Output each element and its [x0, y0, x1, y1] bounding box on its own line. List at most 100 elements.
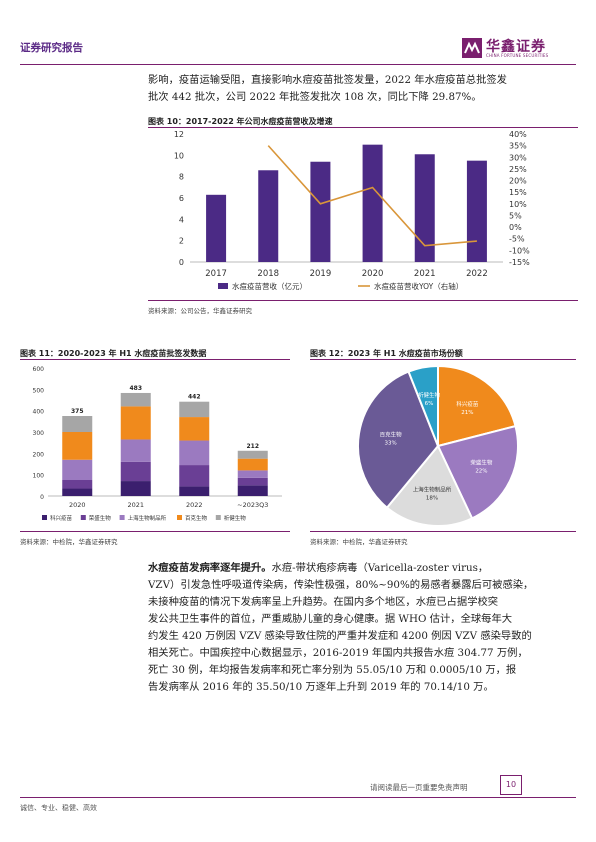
- yoy-line: [267, 145, 477, 247]
- y-tick-label: 10: [174, 151, 184, 160]
- legend-label: 百克生物: [185, 514, 208, 522]
- stack-segment: [179, 486, 210, 496]
- stack-segment: [120, 392, 151, 407]
- slice-value-label: 6%: [425, 401, 434, 407]
- bar-total-label: 483: [129, 385, 142, 392]
- stack-segment: [179, 401, 210, 418]
- fig11-top-rule: [20, 359, 290, 360]
- y-tick-label: 300: [33, 430, 45, 437]
- body-line-5: 约发生 420 万例因 VZV 感染导致住院的严重并发症和 4200 例因 VZ…: [148, 630, 532, 642]
- header-divider: [20, 64, 576, 65]
- y2-tick-label: -10%: [509, 246, 530, 255]
- y2-tick-label: 35%: [509, 142, 527, 151]
- stack-segment: [237, 485, 268, 496]
- y2-tick-label: 15%: [509, 188, 527, 197]
- stack-segment: [120, 461, 151, 482]
- header-title: 证券研究报告: [20, 42, 83, 54]
- fig11-source: 资料来源：中检院，华鑫证券研究: [20, 538, 118, 546]
- y2-tick-label: 25%: [509, 165, 527, 174]
- bar-total-label: 375: [71, 408, 84, 415]
- legend-swatch: [119, 515, 125, 520]
- legend-bar-swatch: [218, 283, 228, 289]
- body-lead: 水痘疫苗发病率逐年提升。: [148, 562, 272, 574]
- fig12-source: 资料来源：中检院，华鑫证券研究: [310, 538, 408, 546]
- stack-segment: [120, 406, 151, 440]
- footer-disclaimer: 请阅读最后一页重要免责声明: [370, 783, 468, 792]
- stack-segment: [120, 439, 151, 462]
- y2-tick-label: 40%: [509, 130, 527, 139]
- x-tick-label: 2018: [257, 269, 279, 279]
- y-tick-label: 100: [33, 473, 45, 480]
- y2-tick-label: -15%: [509, 258, 530, 267]
- revenue-bar: [362, 144, 383, 262]
- y-tick-label: 500: [33, 387, 45, 394]
- fig10-source: 资料来源：公司公告，华鑫证券研究: [148, 307, 252, 315]
- legend-label: 荣盛生物: [89, 514, 112, 522]
- body-line-1: 水痘疫苗发病率逐年提升。水痘-带状疱疹病毒（Varicella-zoster v…: [148, 560, 578, 577]
- y-tick-label: 8: [179, 173, 184, 182]
- pie-slice: [407, 364, 439, 447]
- revenue-bar: [310, 161, 331, 262]
- x-tick-label: 2017: [205, 269, 227, 279]
- y-tick-label: 200: [33, 451, 45, 458]
- slice-name-label: 荣盛生物: [470, 458, 493, 466]
- slice-name-label: 上海生物制品所: [413, 486, 452, 494]
- x-tick-label: 2019: [310, 269, 332, 279]
- logo-icon: [462, 38, 482, 58]
- body-line-3: 未接种疫苗的情况下发病率呈上升趋势。在国内多个地区，水痘已占据学校突: [148, 596, 499, 608]
- legend-swatch: [177, 515, 182, 520]
- stack-segment: [237, 450, 268, 459]
- x-tick-label: 2021: [414, 269, 436, 279]
- footer-divider: [20, 797, 576, 798]
- y-tick-label: 0: [179, 258, 184, 267]
- stack-segment: [62, 480, 93, 489]
- stack-segment: [237, 470, 268, 478]
- slice-name-label: 百克生物: [380, 430, 403, 438]
- slice-value-label: 22%: [475, 468, 487, 474]
- y2-tick-label: -5%: [509, 235, 525, 244]
- revenue-bar: [206, 194, 227, 262]
- slice-value-label: 33%: [384, 440, 396, 446]
- pie-slice: [437, 364, 517, 448]
- fig10-bottom-rule: [148, 300, 578, 301]
- legend-swatch: [215, 515, 221, 520]
- logo-name: 华鑫证券: [486, 39, 546, 55]
- y-tick-label: 600: [33, 366, 45, 373]
- stack-segment: [237, 477, 268, 486]
- stack-segment: [62, 459, 93, 480]
- y-tick-label: 400: [33, 409, 45, 416]
- slice-value-label: 18%: [426, 496, 438, 502]
- y2-tick-label: 0%: [509, 223, 522, 232]
- intro-line-2: 批次 442 批次，公司 2022 年批签发批次 108 次，同比下降 29.8…: [148, 91, 482, 103]
- x-tick-label: 2022: [186, 501, 203, 509]
- slice-name-label: 科兴疫苗: [456, 400, 479, 408]
- body-line-4: 发公共卫生事件的首位，严重威胁儿童的身心健康。据 WHO 估计，全球每年大: [148, 613, 513, 625]
- y-tick-label: 2: [179, 237, 184, 246]
- pie-slice: [357, 370, 440, 510]
- fig12-bottom-rule: [310, 531, 576, 532]
- footer-motto: 诚信、专业、稳健、高效: [20, 804, 97, 812]
- body-line-6: 相关死亡。中国疾控中心数据显示，2016-2019 年国内共报告水痘 304.7…: [148, 647, 528, 659]
- pie-slice: [385, 444, 474, 527]
- stack-segment: [62, 416, 93, 432]
- bar-total-label: 212: [246, 443, 259, 450]
- y2-tick-label: 30%: [509, 153, 527, 162]
- stack-segment: [62, 488, 93, 496]
- y-tick-label: 0: [40, 494, 44, 501]
- y-tick-label: 12: [174, 130, 184, 139]
- fig11-title: 图表 11：2020-2023 年 H1 水痘疫苗批签发数据: [20, 349, 207, 358]
- page-number: 10: [500, 775, 522, 795]
- pie-slice: [436, 424, 519, 520]
- x-tick-label: 2022: [466, 269, 488, 279]
- legend-bar-label: 水痘疫苗营收（亿元）: [232, 281, 307, 291]
- legend-line-label: 水痘疫苗营收YOY（右轴）: [374, 281, 463, 291]
- x-tick-label: 2020: [362, 269, 384, 279]
- y-tick-label: 6: [179, 194, 184, 203]
- stack-segment: [179, 440, 210, 466]
- x-tick-label: ~2023Q3: [237, 501, 268, 509]
- fig12-title: 图表 12：2023 年 H1 水痘疫苗市场份额: [310, 349, 463, 358]
- body-line-7: 死亡 30 例，年均报告发病率和死亡率分别为 55.05/10 万和 0.000…: [148, 664, 517, 676]
- brand-logo: 华鑫证券 CHINA FORTUNE SECURITIES: [462, 36, 572, 62]
- bar-total-label: 442: [188, 394, 201, 401]
- y2-tick-label: 20%: [509, 177, 527, 186]
